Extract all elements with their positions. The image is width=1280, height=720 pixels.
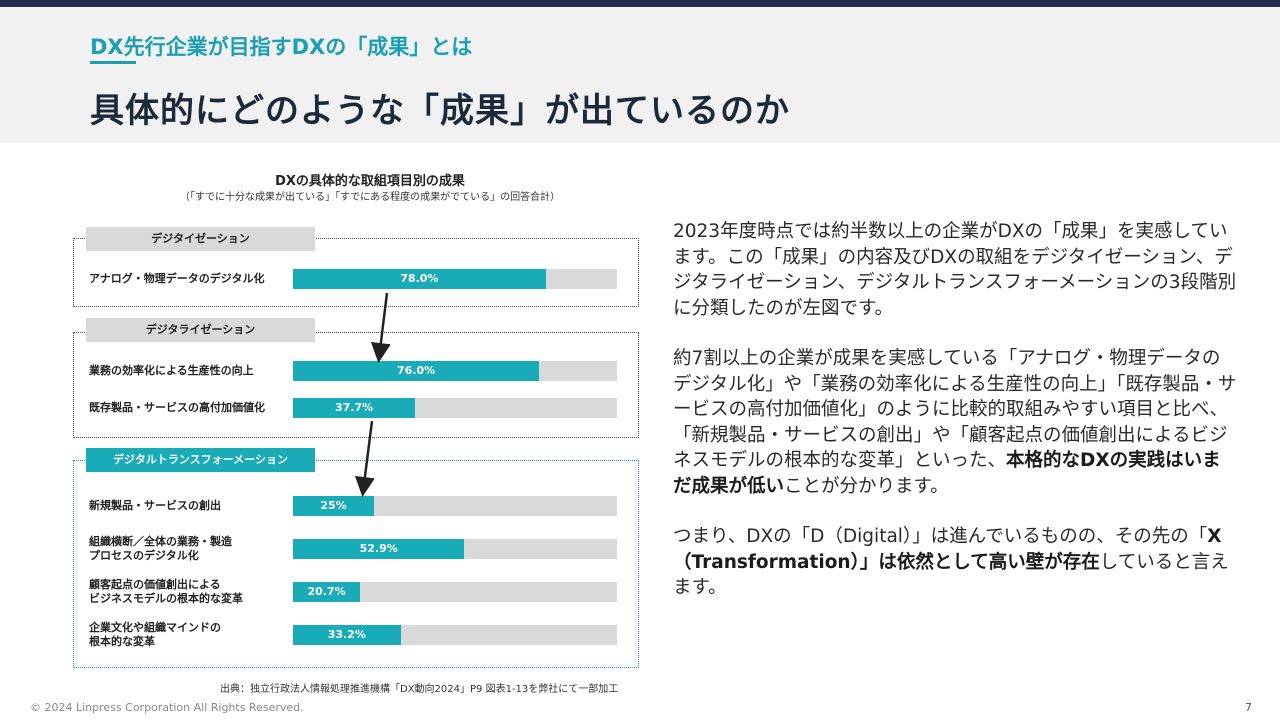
- subtitle-underline: [90, 61, 136, 64]
- bar: [293, 539, 465, 559]
- bar: [293, 582, 361, 602]
- page-number: 7: [1245, 701, 1252, 714]
- paragraph-3: つまり、DXの「D（Digital）」は進んでいるものの、その先の「X（Tran…: [673, 526, 1229, 598]
- slide-header: DX先行企業が目指すDXの「成果」とは 具体的にどのような「成果」が出ているのか: [0, 7, 1280, 143]
- bar: [293, 269, 546, 289]
- bar-track: 33.2%: [293, 625, 617, 645]
- row-label: 新規製品・サービスの創出: [89, 499, 221, 512]
- page-title: 具体的にどのような「成果」が出ているのか: [90, 91, 790, 131]
- chart-source: 出典：独立行政法人情報処理推進機構「DX動向2024」P9 図表1-13を弊社に…: [220, 684, 619, 695]
- row-label: 業務の効率化による生産性の向上: [89, 364, 254, 377]
- bar-track: 52.9%: [293, 539, 617, 559]
- bar-track: 76.0%: [293, 361, 617, 381]
- bar: [293, 625, 401, 645]
- arrow-digitalization-to-dx: [354, 420, 375, 497]
- group-label-dx: デジタルトランスフォーメーション: [86, 448, 315, 472]
- bar-value-label: 33.2%: [327, 628, 366, 641]
- bar-track: 20.7%: [293, 582, 617, 602]
- bar-track: 78.0%: [293, 269, 617, 289]
- group-frame-dx: [73, 460, 639, 668]
- chart-note: （「すでに十分な成果が出ている」「すでにある程度の成果がでている」の回答合計）: [179, 192, 561, 203]
- arrow-digitization-to-digitalization: [370, 292, 391, 363]
- row-label: 既存製品・サービスの高付加価値化: [89, 401, 265, 414]
- bar-value-label: 37.7%: [334, 401, 374, 414]
- bar-track: 25%: [293, 496, 617, 516]
- row-label: 企業文化や組織マインドの 根本的な変革: [89, 621, 221, 648]
- copyright: © 2024 Linpress Corporation All Rights R…: [30, 701, 304, 714]
- bar-value-label: 20.7%: [307, 585, 346, 598]
- paragraph-2: 約7割以上の企業が成果を実感している「アナログ・物理データのデジタル化」や「業務…: [673, 348, 1237, 497]
- group-label-digitization: デジタイゼーション: [86, 227, 315, 251]
- row-label: 顧客起点の価値創出による ビジネスモデルの根本的な変革: [89, 578, 243, 605]
- body-text: 2023年度時点では約半数以上の企業がDXの「成果」を実感しています。この「成果…: [673, 219, 1238, 626]
- group-frame-digitalization: [73, 332, 639, 438]
- top-accent-bar: [0, 0, 1280, 7]
- emphasis-text: 本格的なDXの実践はいまだ成果が低い: [673, 450, 1221, 497]
- group-label-digitalization: デジタライゼーション: [86, 318, 315, 342]
- bar-value-label: 76.0%: [397, 364, 436, 377]
- bar-value-label: 52.9%: [359, 542, 398, 555]
- bar: [293, 496, 374, 516]
- bar: [293, 361, 540, 381]
- bar: [293, 398, 416, 418]
- slide-subtitle: DX先行企業が目指すDXの「成果」とは: [90, 35, 473, 59]
- emphasis-text: X（Transformation）」は依然として高い壁が存在: [673, 526, 1222, 573]
- bar-value-label: 25%: [320, 499, 347, 512]
- bar-track: 37.7%: [293, 398, 617, 418]
- paragraph-1: 2023年度時点では約半数以上の企業がDXの「成果」を実感しています。この「成果…: [673, 221, 1237, 319]
- group-frame-digitization: [73, 238, 639, 307]
- bar-value-label: 78.0%: [400, 272, 439, 285]
- row-label: アナログ・物理データのデジタル化: [89, 272, 265, 285]
- chart-title: DXの具体的な取組項目別の成果: [275, 174, 465, 189]
- row-label: 組織横断／全体の業務・製造 プロセスのデジタル化: [89, 535, 232, 562]
